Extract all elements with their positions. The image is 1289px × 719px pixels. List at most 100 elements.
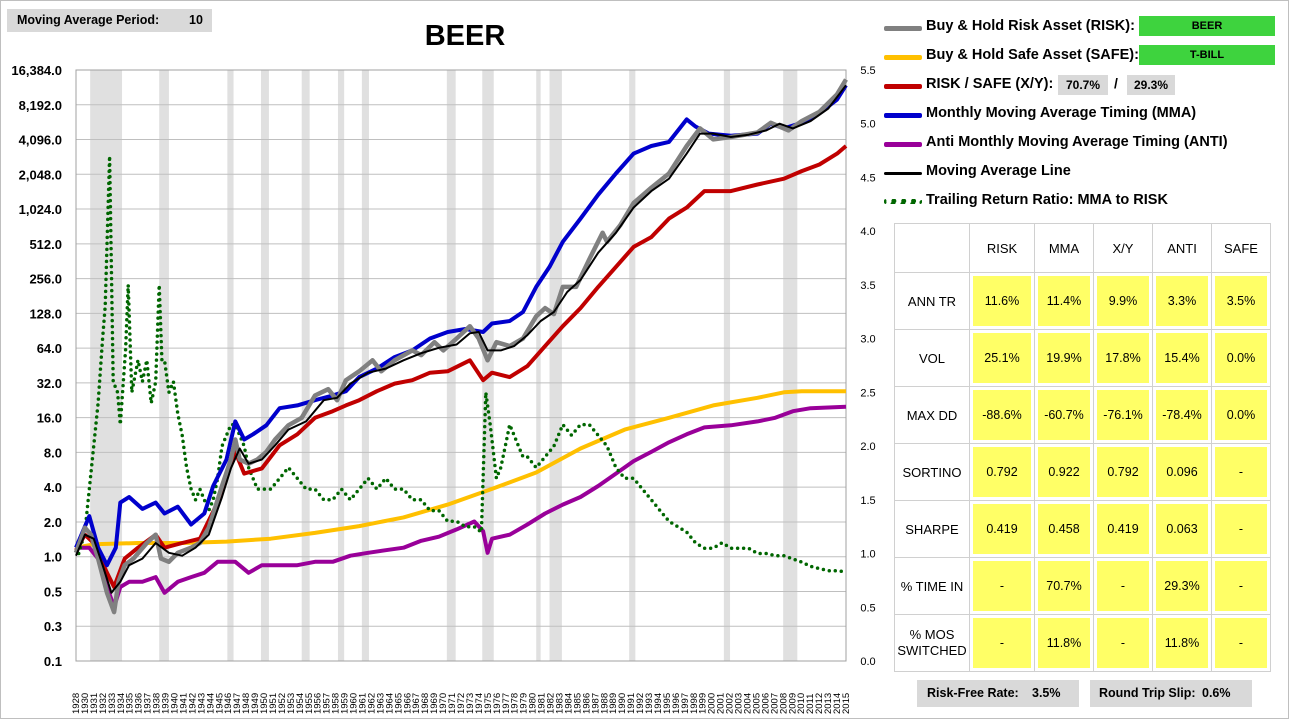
stats-header-xy: X/Y bbox=[1093, 223, 1153, 273]
x-tick-label: 1957 bbox=[322, 693, 333, 714]
x-tick-label: 1989 bbox=[608, 693, 619, 714]
x-tick-label: 1975 bbox=[483, 693, 494, 714]
x-tick-label: 1938 bbox=[152, 693, 163, 714]
x-tick-label: 1997 bbox=[680, 693, 691, 714]
stats-cell: - bbox=[1093, 557, 1153, 615]
y-tick-label: 4.0 bbox=[44, 480, 62, 495]
stats-cell: -60.7% bbox=[1034, 386, 1094, 444]
stats-row: % MOS SWITCHED -11.8% -11.8% - bbox=[894, 614, 1271, 672]
stats-cell: 25.1% bbox=[969, 329, 1035, 387]
y2-tick-label: 4.0 bbox=[860, 226, 875, 238]
y-tick-label: 4,096.0 bbox=[19, 133, 62, 148]
stats-value: - bbox=[973, 618, 1031, 668]
y-tick-label: 8.0 bbox=[44, 445, 62, 460]
stats-cell: 3.3% bbox=[1152, 272, 1212, 330]
x-tick-label: 2010 bbox=[796, 693, 807, 714]
x-tick-label: 2002 bbox=[725, 693, 736, 714]
stats-cell: -76.1% bbox=[1093, 386, 1153, 444]
risk-free-rate-value[interactable]: 3.5% bbox=[1032, 686, 1061, 700]
x-tick-label: 1955 bbox=[304, 693, 315, 714]
series-line-ratio bbox=[76, 154, 848, 574]
x-tick-label: 2014 bbox=[832, 693, 843, 714]
stats-value: - bbox=[1215, 618, 1267, 668]
x-tick-label: 1939 bbox=[161, 693, 172, 714]
x-tick-label: 1988 bbox=[599, 693, 610, 714]
legend-xy-swatch bbox=[884, 84, 922, 89]
recession-band bbox=[549, 70, 562, 661]
stats-cell: - bbox=[1211, 614, 1271, 672]
risk-free-rate-box[interactable]: Risk-Free Rate: 3.5% bbox=[917, 680, 1079, 707]
x-tick-label: 1944 bbox=[205, 693, 216, 714]
xy-x-value[interactable]: 70.7% bbox=[1058, 75, 1108, 95]
legend-mma-label: Monthly Moving Average Timing (MMA) bbox=[926, 105, 1197, 121]
stats-value: 11.8% bbox=[1156, 618, 1208, 668]
x-tick-label: 1981 bbox=[537, 693, 548, 714]
x-tick-label: 1956 bbox=[313, 693, 324, 714]
y2-tick-label: 1.5 bbox=[860, 495, 875, 507]
recession-band bbox=[227, 70, 234, 661]
y-tick-label: 2,048.0 bbox=[19, 167, 62, 182]
recession-band bbox=[260, 70, 269, 661]
safe-asset-value[interactable]: T-BILL bbox=[1139, 45, 1275, 65]
x-tick-label: 1991 bbox=[626, 693, 637, 714]
round-trip-slip-box[interactable]: Round Trip Slip: 0.6% bbox=[1090, 680, 1252, 707]
x-tick-label: 2000 bbox=[707, 693, 718, 714]
x-tick-label: 1973 bbox=[465, 693, 476, 714]
recession-band bbox=[337, 70, 345, 661]
stats-value: - bbox=[1097, 618, 1149, 668]
stats-cell: 3.5% bbox=[1211, 272, 1271, 330]
stats-cell: 11.8% bbox=[1152, 614, 1212, 672]
risk-free-rate-label: Risk-Free Rate: bbox=[927, 686, 1019, 700]
x-tick-label: 2007 bbox=[769, 693, 780, 714]
chart-svg: 16,384.0 8,192.0 4,096.0 2,048.0 1,024.0 512.… bbox=[11, 63, 875, 714]
x-tick-label: 1941 bbox=[178, 693, 189, 714]
round-trip-slip-value[interactable]: 0.6% bbox=[1202, 686, 1231, 700]
x-tick-label: 1983 bbox=[554, 693, 565, 714]
stats-cell: 11.8% bbox=[1034, 614, 1094, 672]
x-tick-label: 2011 bbox=[805, 694, 816, 714]
stats-row-label: SHARPE bbox=[894, 500, 970, 558]
x-tick-label: 1953 bbox=[286, 693, 297, 714]
y-tick-label: 128.0 bbox=[29, 306, 62, 321]
x-tick-label: 1994 bbox=[653, 693, 664, 714]
y2-tick-label: 4.5 bbox=[860, 172, 875, 184]
y2-tick-label: 2.0 bbox=[860, 441, 875, 453]
ma-period-label: Moving Average Period: bbox=[17, 13, 160, 27]
x-tick-label: 2009 bbox=[787, 693, 798, 714]
recession-band bbox=[446, 70, 456, 661]
stats-value: 0.096 bbox=[1156, 447, 1208, 497]
stats-value: 29.3% bbox=[1156, 561, 1208, 611]
stats-value: - bbox=[973, 561, 1031, 611]
y-tick-label: 16,384.0 bbox=[11, 63, 62, 78]
x-tick-label: 1998 bbox=[689, 693, 700, 714]
x-tick-label: 1977 bbox=[501, 693, 512, 714]
stats-cell: -78.4% bbox=[1152, 386, 1212, 444]
stats-cell: 17.8% bbox=[1093, 329, 1153, 387]
x-tick-label: 1982 bbox=[546, 693, 557, 714]
legend-safe-label: Buy & Hold Safe Asset (SAFE): bbox=[926, 47, 1139, 63]
stats-cell: 0.096 bbox=[1152, 443, 1212, 501]
y-tick-label: 256.0 bbox=[29, 272, 62, 287]
stats-row-label: % TIME IN bbox=[894, 557, 970, 615]
x-tick-label: 1966 bbox=[402, 693, 413, 714]
x-tick-label: 1995 bbox=[662, 693, 673, 714]
stats-value: -78.4% bbox=[1156, 390, 1208, 440]
x-tick-label: 1961 bbox=[358, 693, 369, 714]
stats-value: 0.419 bbox=[973, 504, 1031, 554]
stats-cell: - bbox=[1211, 557, 1271, 615]
stats-value: 15.4% bbox=[1156, 333, 1208, 383]
y-tick-label: 32.0 bbox=[37, 376, 62, 391]
stats-cell: 15.4% bbox=[1152, 329, 1212, 387]
stats-value: 0.792 bbox=[1097, 447, 1149, 497]
risk-asset-value[interactable]: BEER bbox=[1139, 16, 1275, 36]
xy-y-value[interactable]: 29.3% bbox=[1127, 75, 1175, 95]
moving-average-period-box[interactable]: Moving Average Period: 10 bbox=[7, 9, 212, 32]
y2-tick-label: 2.5 bbox=[860, 387, 875, 399]
y-tick-label: 0.3 bbox=[44, 619, 62, 634]
stats-value: 0.792 bbox=[973, 447, 1031, 497]
x-tick-label: 1970 bbox=[438, 693, 449, 714]
stats-cell: 70.7% bbox=[1034, 557, 1094, 615]
stats-cell: 0.419 bbox=[969, 500, 1035, 558]
x-tick-label: 1971 bbox=[447, 693, 458, 714]
ma-period-value[interactable]: 10 bbox=[189, 13, 203, 27]
